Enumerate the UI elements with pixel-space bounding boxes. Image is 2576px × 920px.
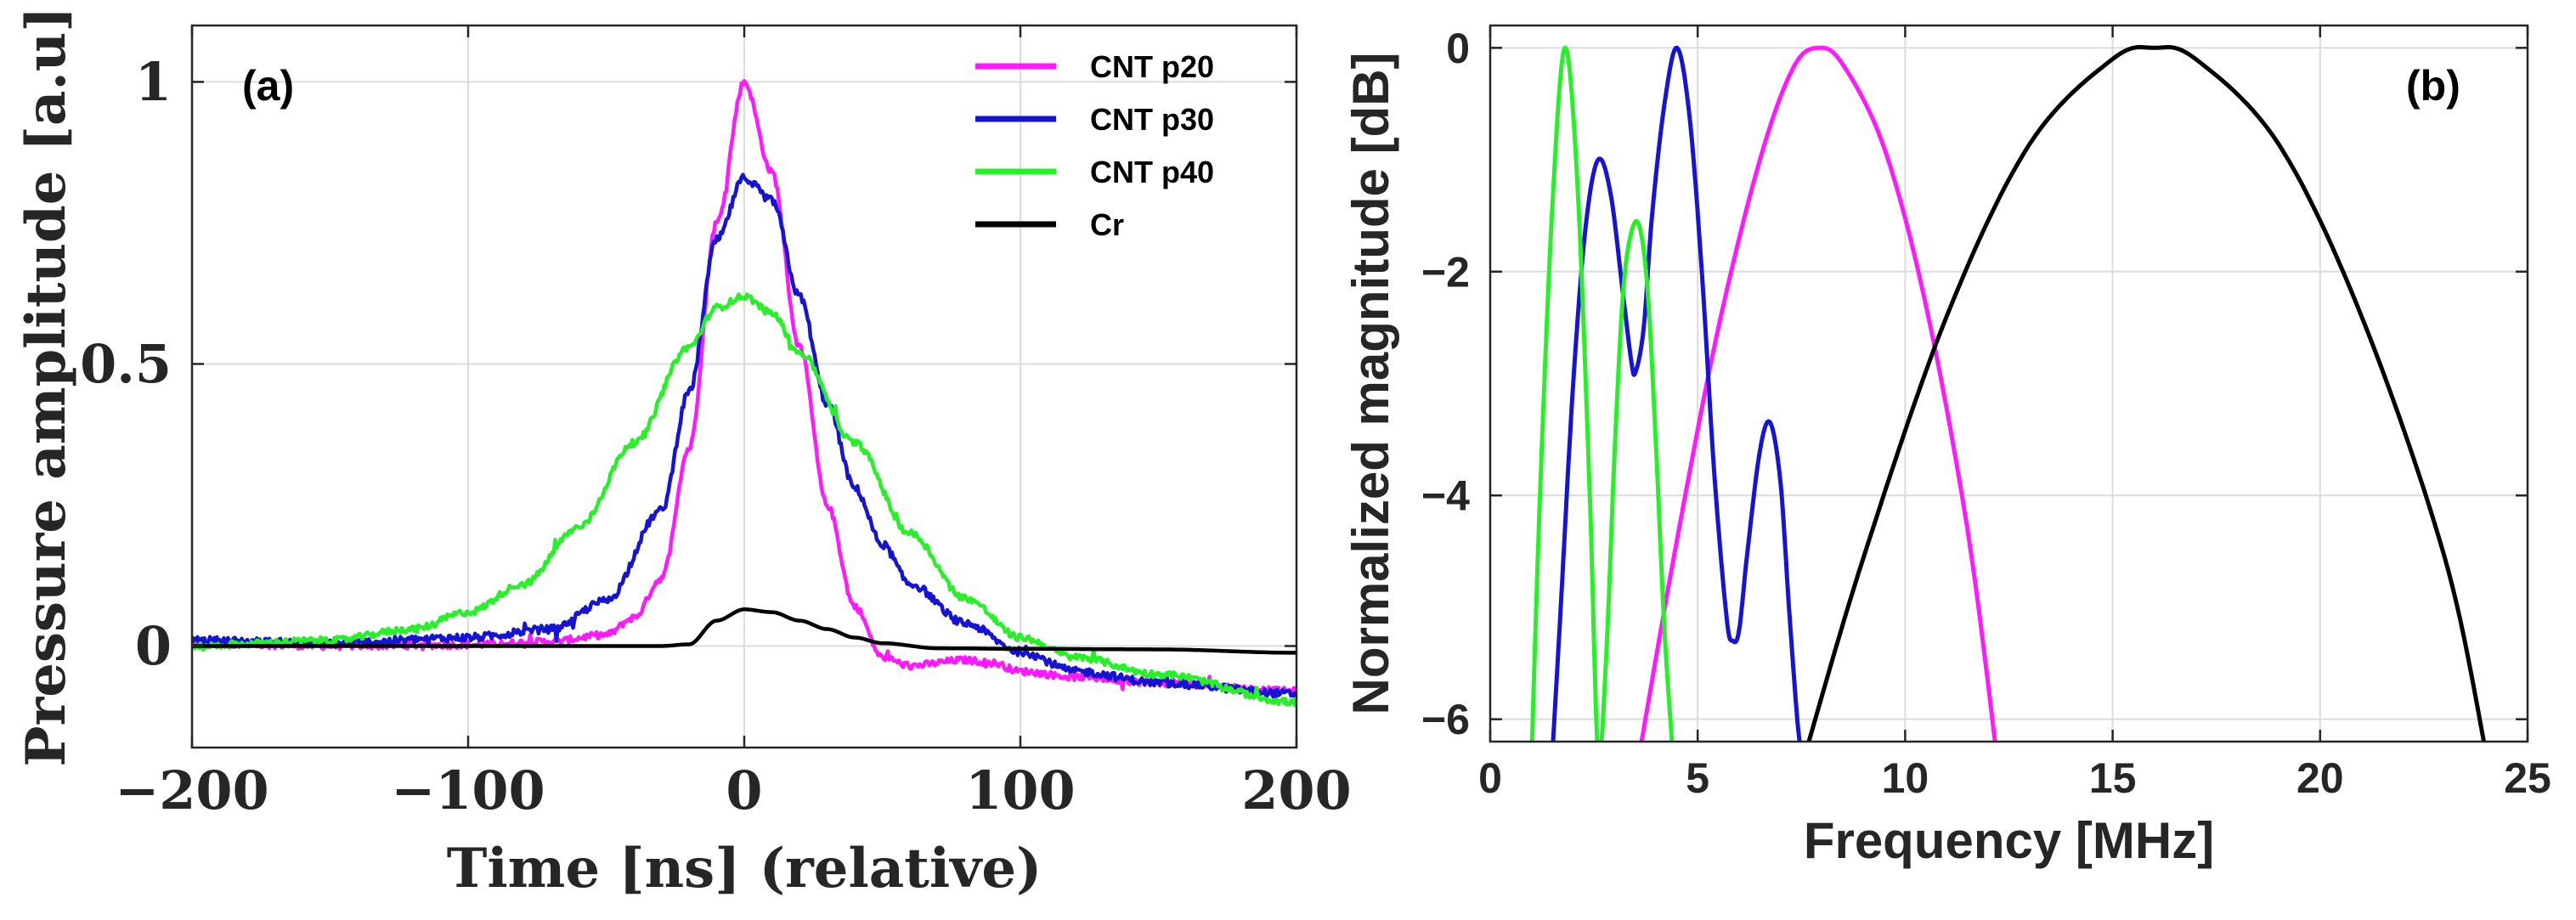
- series-line-cr: [192, 607, 1296, 655]
- series-line-cnt-p20: [1639, 45, 1997, 742]
- y-tick-label-1: −2: [1421, 248, 1470, 296]
- x-axis-label: Frequency [MHz]: [1804, 812, 2214, 869]
- y-tick-label-1: 0.5: [80, 333, 172, 395]
- y-tick-label-0: 0: [135, 615, 172, 677]
- y-tick-label-2: 1: [135, 51, 172, 113]
- x-tick-label-3: 15: [2089, 754, 2137, 802]
- legend: CNT p20 CNT p30 CNT p40 Cr: [975, 49, 1214, 242]
- y-axis-label: Pressure amplitude [a.u]: [14, 6, 78, 766]
- axes-frame: [1489, 24, 2529, 743]
- series-line-cnt-p40: [1529, 45, 1675, 742]
- legend-label-0: CNT p20: [1090, 49, 1214, 84]
- series-line-cr: [1806, 45, 2487, 742]
- plot-area: [192, 79, 1296, 708]
- panel-label: (a): [242, 62, 294, 110]
- y-axis-label: Normalized magnitude [dB]: [1342, 52, 1399, 714]
- x-tick-label-2: 10: [1882, 754, 1929, 802]
- legend-label-1: CNT p30: [1090, 102, 1214, 137]
- x-tick-label-3: 100: [965, 759, 1075, 821]
- y-tick-label-2: −4: [1421, 472, 1470, 520]
- x-tick-label-4: 200: [1241, 759, 1351, 821]
- y-tick-label-0: 0: [1446, 25, 1470, 72]
- plot-area: [1529, 45, 2487, 742]
- x-tick-label-5: 25: [2504, 754, 2551, 802]
- panel-a-time-domain: −200 −100 0 100 200 0 0.5 1 Time [ns] (relative)…: [14, 6, 1352, 900]
- legend-label-3: Cr: [1090, 207, 1124, 242]
- x-tick-label-1: −100: [391, 759, 545, 821]
- x-tick-label-4: 20: [2296, 754, 2344, 802]
- series-line-cnt-p40: [192, 292, 1296, 708]
- series-line-cnt-p30: [1551, 45, 1802, 742]
- x-tick-label-0: −200: [115, 759, 268, 821]
- legend-label-2: CNT p40: [1090, 155, 1214, 189]
- x-axis-label: Time [ns] (relative): [447, 837, 1042, 900]
- x-tick-label-2: 0: [726, 759, 762, 821]
- panel-label: (b): [2406, 62, 2460, 110]
- series-line-cnt-p30: [192, 172, 1296, 699]
- x-tick-label-1: 5: [1686, 754, 1709, 802]
- x-tick-label-0: 0: [1478, 754, 1502, 802]
- panel-b-frequency-domain: 0 5 10 15 20 25 0 −2 −4 −6 Frequency [MHz] Normaliz…: [1342, 24, 2551, 869]
- y-tick-label-3: −6: [1421, 696, 1470, 743]
